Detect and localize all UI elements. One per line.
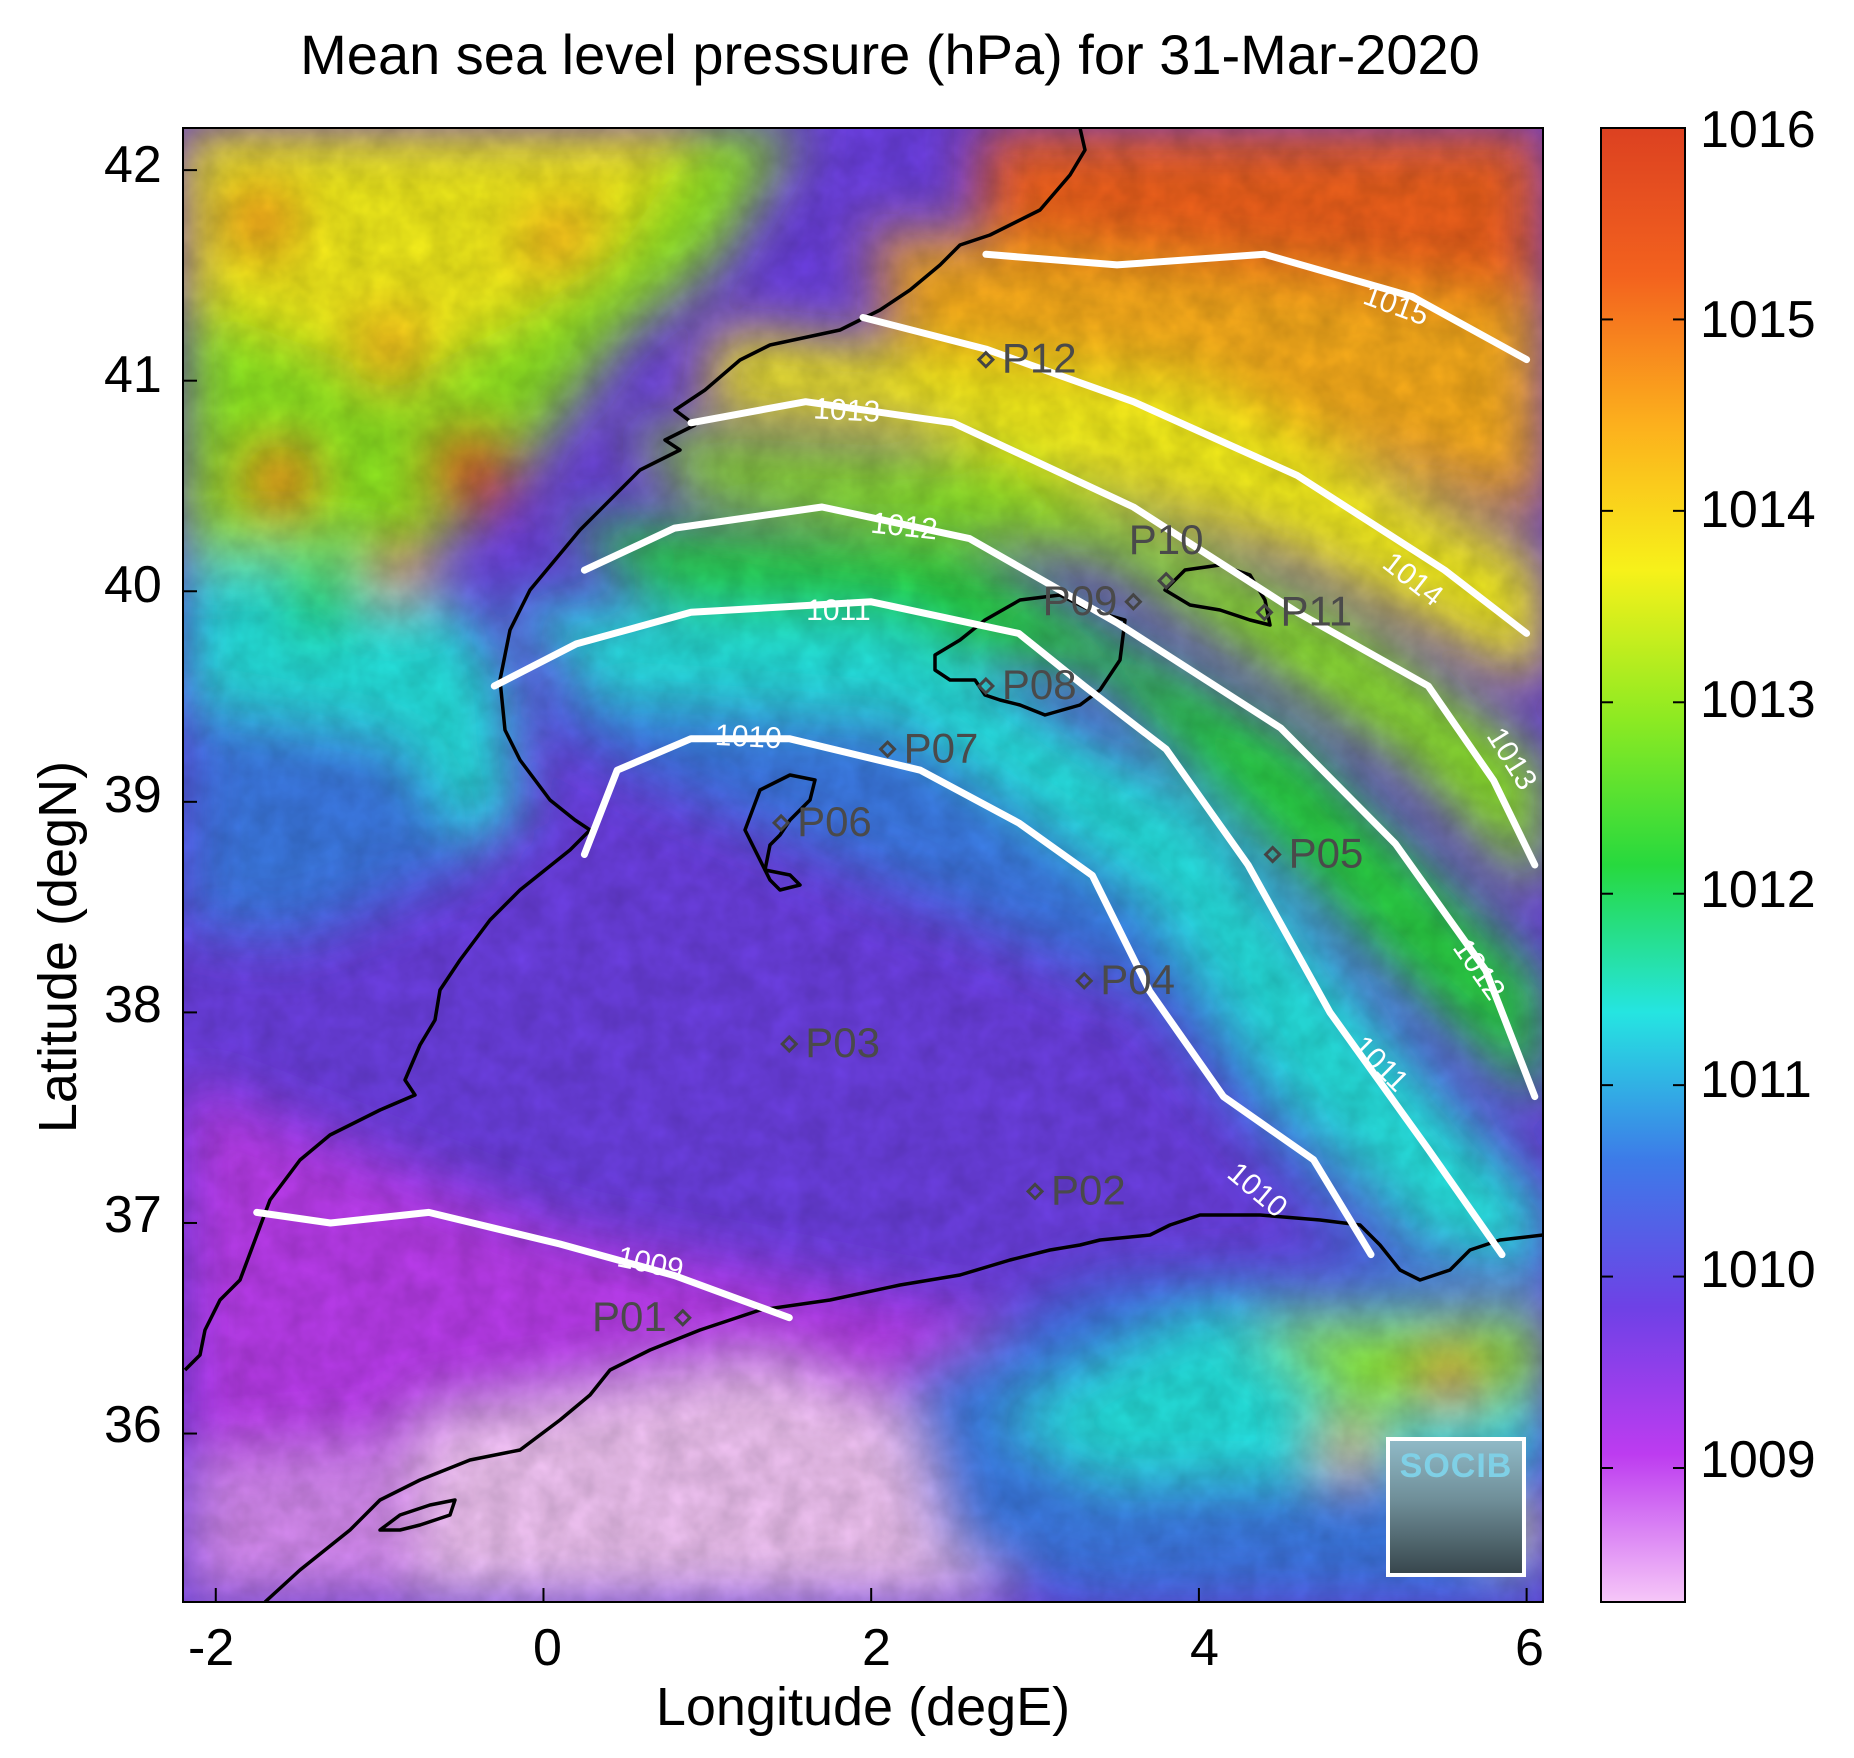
station-label: P05 — [1289, 830, 1364, 877]
north-africa-coastline — [263, 1213, 1543, 1602]
colorbar-label: 1010 — [1700, 1241, 1816, 1299]
y-axis-label: Latitude (degN) — [28, 760, 88, 1134]
station-label: P11 — [1280, 587, 1352, 634]
station-label: P08 — [1002, 661, 1077, 708]
contour-line-1012 — [580, 503, 1539, 1101]
station-label: P04 — [1100, 956, 1175, 1003]
menorca-coastline — [1163, 563, 1272, 627]
station-marker-icon — [1255, 603, 1274, 622]
station-marker-icon — [1157, 571, 1176, 590]
y-tick-label: 40 — [104, 556, 162, 614]
station-marker-icon — [673, 1308, 692, 1327]
x-tick-label: 0 — [533, 1619, 562, 1677]
station-label: P10 — [1129, 516, 1204, 563]
colorbar-label: 1011 — [1700, 1051, 1812, 1109]
station-marker-icon — [1075, 971, 1094, 990]
station-marker-icon — [1263, 845, 1282, 864]
y-tick-label: 38 — [104, 976, 162, 1034]
socib-logo: SOCIB — [1386, 1437, 1526, 1577]
socib-logo-text: SOCIB — [1399, 1447, 1513, 1485]
station-marker-icon — [780, 1034, 799, 1054]
station-marker-icon — [878, 740, 897, 759]
station-marker-icon — [1124, 592, 1143, 611]
plot-frame — [182, 127, 1544, 1603]
contour-line-1009 — [253, 1208, 793, 1322]
colorbar-label: 1013 — [1700, 671, 1816, 729]
contour-line-1014 — [859, 314, 1531, 637]
map-title: Mean sea level pressure (hPa) for 31-Mar… — [300, 23, 1480, 86]
iberian-coastline — [183, 128, 1087, 1372]
colorbar-label: 1015 — [1700, 291, 1816, 349]
colorbar — [1600, 127, 1686, 1603]
colorbar-label: 1012 — [1700, 861, 1816, 919]
y-tick-label: 39 — [104, 766, 162, 824]
axis-ticks — [183, 169, 1528, 1602]
x-tick-label: -2 — [188, 1619, 235, 1677]
coastline — [183, 128, 1543, 1602]
station-marker-icon — [1025, 1182, 1045, 1201]
contour-label: 1013 — [813, 392, 881, 428]
x-tick-label: 2 — [862, 1619, 891, 1677]
contour-line-1015 — [982, 250, 1531, 364]
station-marker-icon — [976, 350, 996, 369]
contour-line-1011 — [490, 598, 1506, 1259]
station-label: P09 — [1043, 577, 1118, 624]
x-axis-label: Longitude (degE) — [655, 1677, 1071, 1737]
station-marker-icon — [771, 813, 791, 833]
y-tick-label: 41 — [104, 346, 162, 404]
colorbar-ticks — [1601, 127, 1685, 1469]
contour-line-1013 — [687, 398, 1539, 869]
contour-label: 1011 — [806, 594, 871, 627]
contour-label: 1010 — [714, 719, 782, 755]
colorbar-label: 1014 — [1700, 481, 1816, 539]
station-label: P03 — [805, 1019, 880, 1066]
station-label: P06 — [797, 798, 872, 845]
colorbar-label: 1009 — [1700, 1431, 1816, 1489]
station-label: P07 — [904, 724, 979, 771]
x-tick-label: 6 — [1515, 1619, 1544, 1677]
mallorca-coastline — [933, 593, 1127, 717]
ibiza-coastline — [743, 773, 817, 892]
station-marker-icon — [976, 676, 996, 696]
station-label: P01 — [592, 1293, 667, 1340]
contour-line-1010 — [580, 735, 1375, 1259]
y-tick-label: 42 — [104, 136, 162, 194]
x-tick-label: 4 — [1190, 1619, 1219, 1677]
contour-label: 1012 — [869, 507, 939, 547]
station-label: P12 — [1002, 335, 1077, 382]
y-tick-label: 36 — [104, 1396, 162, 1454]
alboran-coastline — [378, 1498, 457, 1532]
colorbar-label: 1016 — [1700, 101, 1816, 159]
station-label: P02 — [1051, 1166, 1126, 1213]
y-tick-label: 37 — [104, 1186, 162, 1244]
